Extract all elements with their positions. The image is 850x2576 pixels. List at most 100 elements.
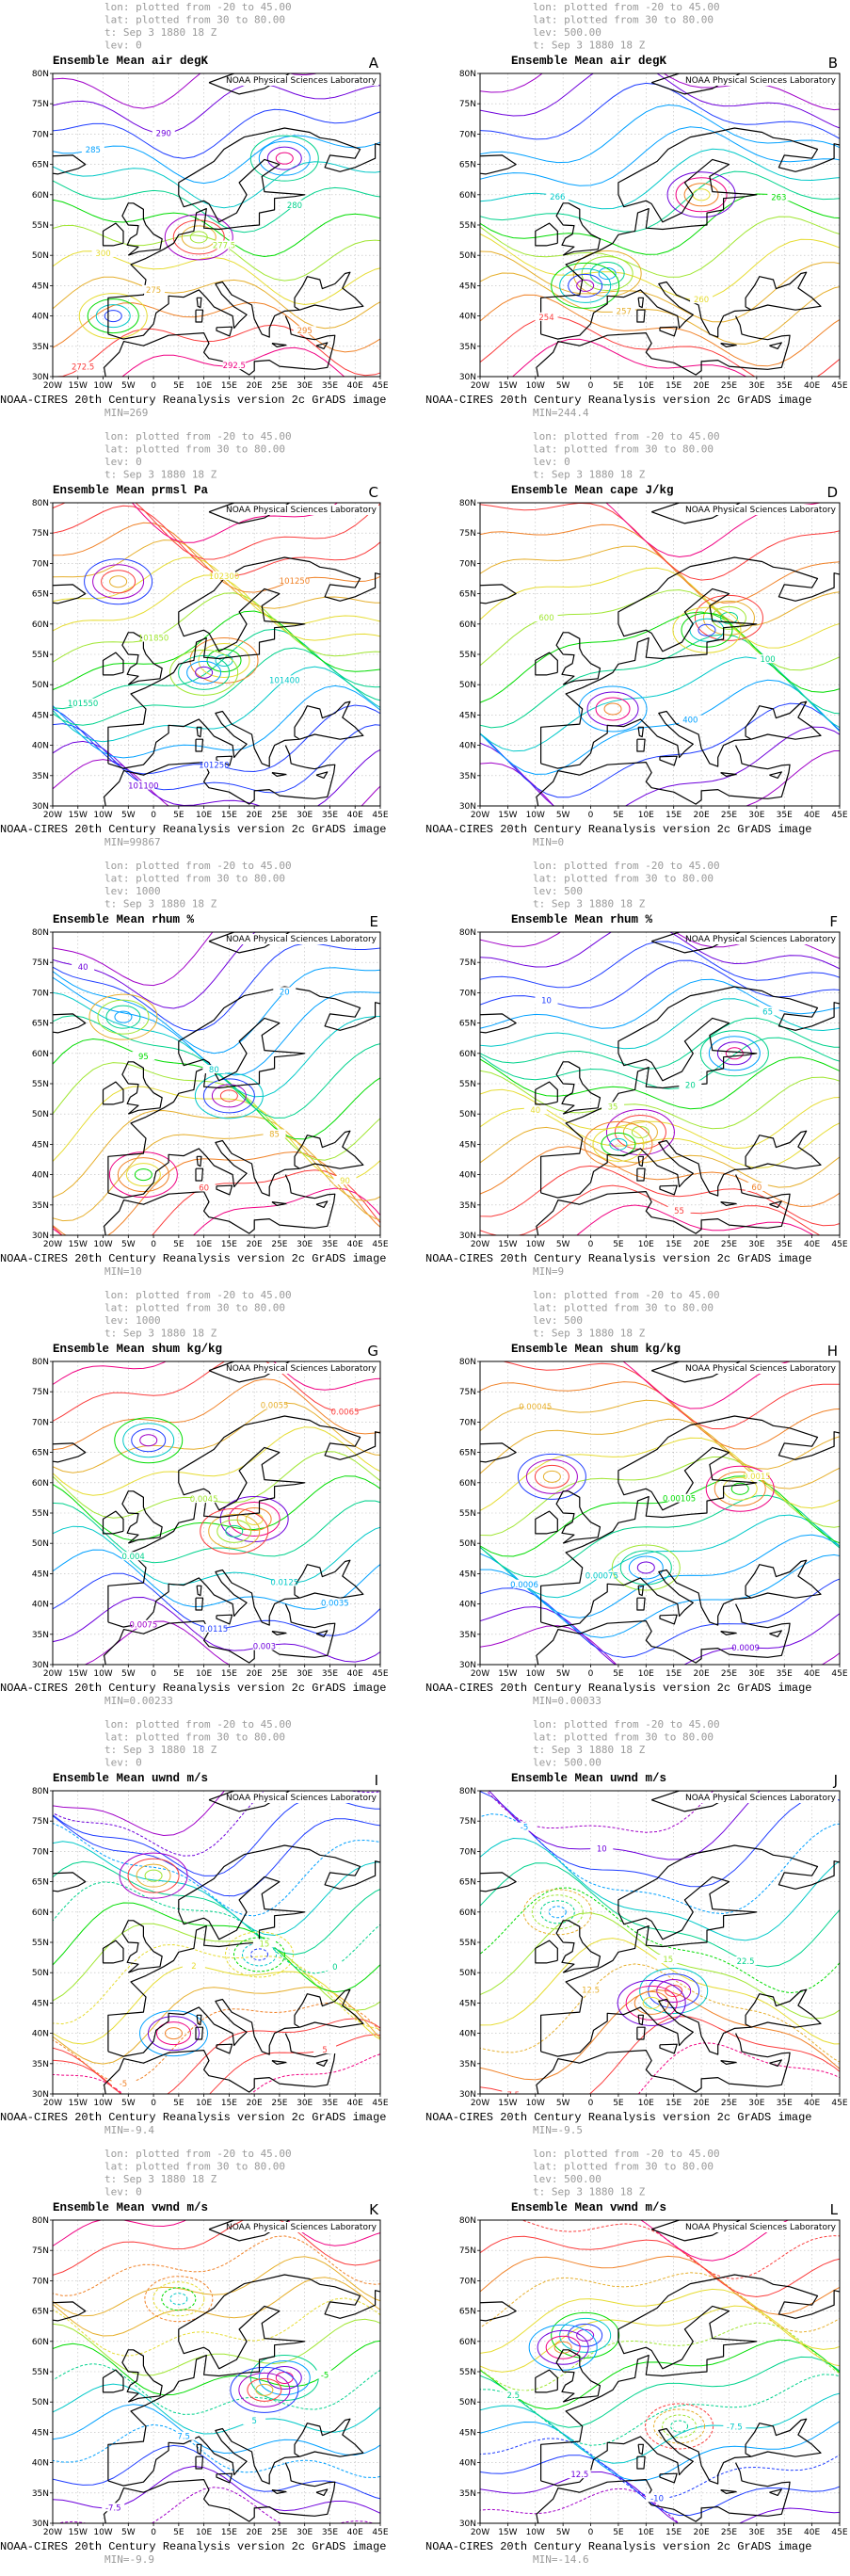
coastline [480,1013,517,1034]
map-area: 12.5 -10 -7.5 2.5 [480,2220,840,2523]
coastline [637,1155,644,1167]
contour-line [625,1985,678,2021]
lat-tick-label: 65N [32,1020,49,1029]
contour-line [480,233,840,300]
contour-line [725,1047,744,1060]
contour-line [53,2053,380,2094]
contour-label-bg [723,2422,746,2431]
lon-tick-label: 20W [43,811,62,820]
lat-tick-label: 55N [459,1509,476,1519]
panel-title: Ensemble Mean air degK [53,55,209,68]
lon-tick-label: 15E [221,2099,237,2108]
coastline [636,1167,646,1182]
contour-line [480,1165,840,1227]
coastline [540,271,822,340]
contour-line [53,647,380,726]
contour-line [480,1578,840,1658]
contour-line [53,723,380,794]
lat-tick-label: 55N [459,221,476,231]
contour-label: 2 [191,1962,196,1972]
coastline [315,2488,329,2496]
lat-tick-label: 65N [32,1878,49,1888]
contour-line [576,279,595,292]
contour-label-bg [102,2503,125,2512]
contour-line [708,1036,761,1071]
lon-tick-label: 5E [173,1669,184,1679]
contour-line [480,1418,840,1489]
contour-line [480,588,840,671]
coastline [107,2418,364,2487]
lat-tick-label: 40N [32,313,49,322]
contour-label: 7.5 [177,2433,190,2442]
lon-tick-label: 40E [804,2528,820,2537]
min-value: MIN=0.00233 [104,1695,173,1707]
lon-tick-label: 25E [721,2099,737,2108]
contour-line [53,2363,380,2415]
contour-label: 5 [251,2417,256,2426]
contour-label: 5 [322,2046,327,2055]
coastline [637,726,644,738]
contour-line [189,231,208,244]
coastline [480,154,517,175]
header-line: lon: plotted from -20 to 45.00 [533,430,720,443]
map-frame [479,502,841,807]
lon-tick-label: 25E [271,811,287,820]
contour-line [480,2421,840,2482]
lat-tick-label: 80N [459,1358,476,1367]
lat-tick-label: 50N [32,1110,49,1119]
contour-line [53,276,380,330]
contour-line [88,993,158,1040]
coastline [271,2489,287,2494]
lat-tick-label: 65N [459,2308,476,2317]
lat-tick-label: 50N [32,681,49,690]
header-line: t: Sep 3 1880 18 Z [533,1744,646,1756]
lon-tick-label: 10W [526,1240,545,1249]
panel-title: Ensemble Mean rhum % [511,913,653,926]
coastline [659,755,678,766]
contour-label: 101400 [269,676,299,685]
lat-tick-label: 80N [32,1358,49,1367]
coastline [195,1597,204,1611]
lat-tick-label: 35N [32,2060,49,2069]
contour-line [92,564,145,600]
lon-tick-label: 15W [69,2099,88,2108]
lat-tick-label: 30N [459,1232,476,1241]
coastline [102,222,124,247]
lon-tick-label: 20W [43,1669,62,1679]
coastline [195,2455,204,2470]
panel-letter: H [827,1343,838,1360]
lat-tick-label: 70N [459,130,476,139]
lat-tick-label: 35N [459,2060,476,2069]
lat-tick-label: 45N [32,1999,49,2008]
coastline [659,2043,678,2054]
contour-label-bg [192,1494,216,1504]
coastline [637,1585,644,1597]
coastline [540,986,840,1193]
header-line: t: Sep 3 1880 18 Z [104,26,217,39]
lon-tick-label: 10W [93,1240,112,1249]
coastline [53,154,87,175]
contour-line [117,1157,169,1193]
coastline [121,1490,163,1544]
lon-tick-label: 15E [666,1240,682,1249]
coastline [536,1603,791,1665]
map-frame [479,1360,841,1666]
lat-tick-label: 65N [32,2308,49,2317]
contour-label: 0.0065 [331,1409,360,1418]
contour-line [238,2372,291,2407]
contour-line [539,1900,575,1924]
contour-label: 101250 [280,577,310,587]
lon-tick-label: 5W [556,1240,570,1249]
lat-tick-label: 55N [32,2368,49,2377]
lat-tick-label: 30N [459,2520,476,2529]
lon-tick-label: 5W [121,1240,136,1249]
lat-tick-label: 55N [459,651,476,660]
coastline [480,2301,517,2322]
contour-label: 295 [297,327,313,336]
contour-line [662,2414,698,2439]
contour-line [53,610,380,691]
contour-label: 20 [280,988,290,997]
contour-line [598,267,617,281]
contour-line [480,2356,840,2428]
